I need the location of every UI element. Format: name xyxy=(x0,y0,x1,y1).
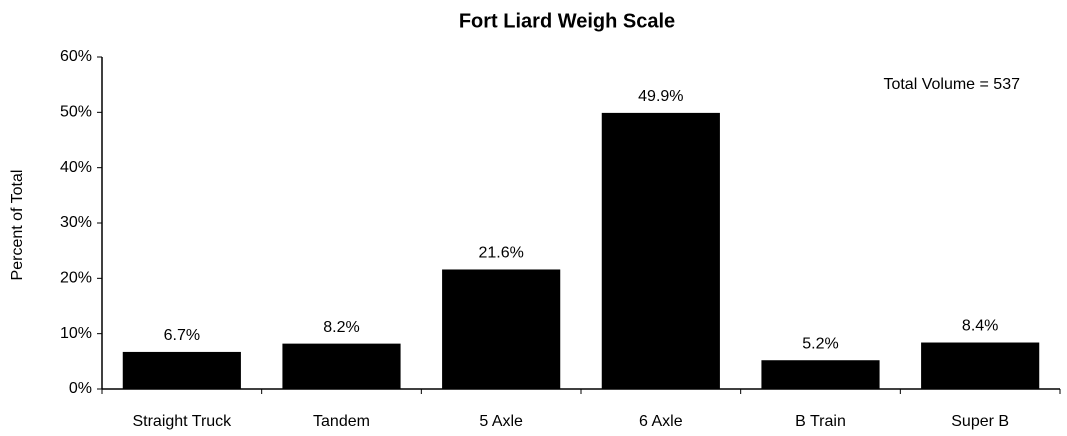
y-tick-label: 0% xyxy=(69,380,92,397)
x-tick-label: Tandem xyxy=(313,413,370,430)
bar xyxy=(761,360,880,389)
chart-title: Fort Liard Weigh Scale xyxy=(459,10,675,32)
annotation: Total Volume = 537 xyxy=(883,76,1020,93)
bar xyxy=(282,343,401,389)
x-tick-label: Super B xyxy=(951,413,1009,430)
value-label: 6.7% xyxy=(164,327,200,344)
y-tick-label: 30% xyxy=(60,214,92,231)
value-label: 8.4% xyxy=(962,318,998,335)
x-tick-label: B Train xyxy=(795,413,846,430)
x-tick-label: 6 Axle xyxy=(639,413,683,430)
value-label: 21.6% xyxy=(478,245,523,262)
y-tick-label: 10% xyxy=(60,325,92,342)
y-tick-label: 60% xyxy=(60,48,92,65)
value-label: 5.2% xyxy=(802,335,838,352)
x-tick-label: Straight Truck xyxy=(132,413,232,430)
bar xyxy=(921,342,1040,389)
bar xyxy=(122,351,241,389)
y-tick-label: 40% xyxy=(60,159,92,176)
value-label: 8.2% xyxy=(323,319,359,336)
y-axis-label: Percent of Total xyxy=(9,170,26,281)
x-tick-label: 5 Axle xyxy=(479,413,523,430)
y-tick-label: 50% xyxy=(60,104,92,121)
bar xyxy=(442,269,561,389)
bar xyxy=(601,112,720,390)
y-tick-label: 20% xyxy=(60,270,92,287)
value-label: 49.9% xyxy=(638,88,683,105)
